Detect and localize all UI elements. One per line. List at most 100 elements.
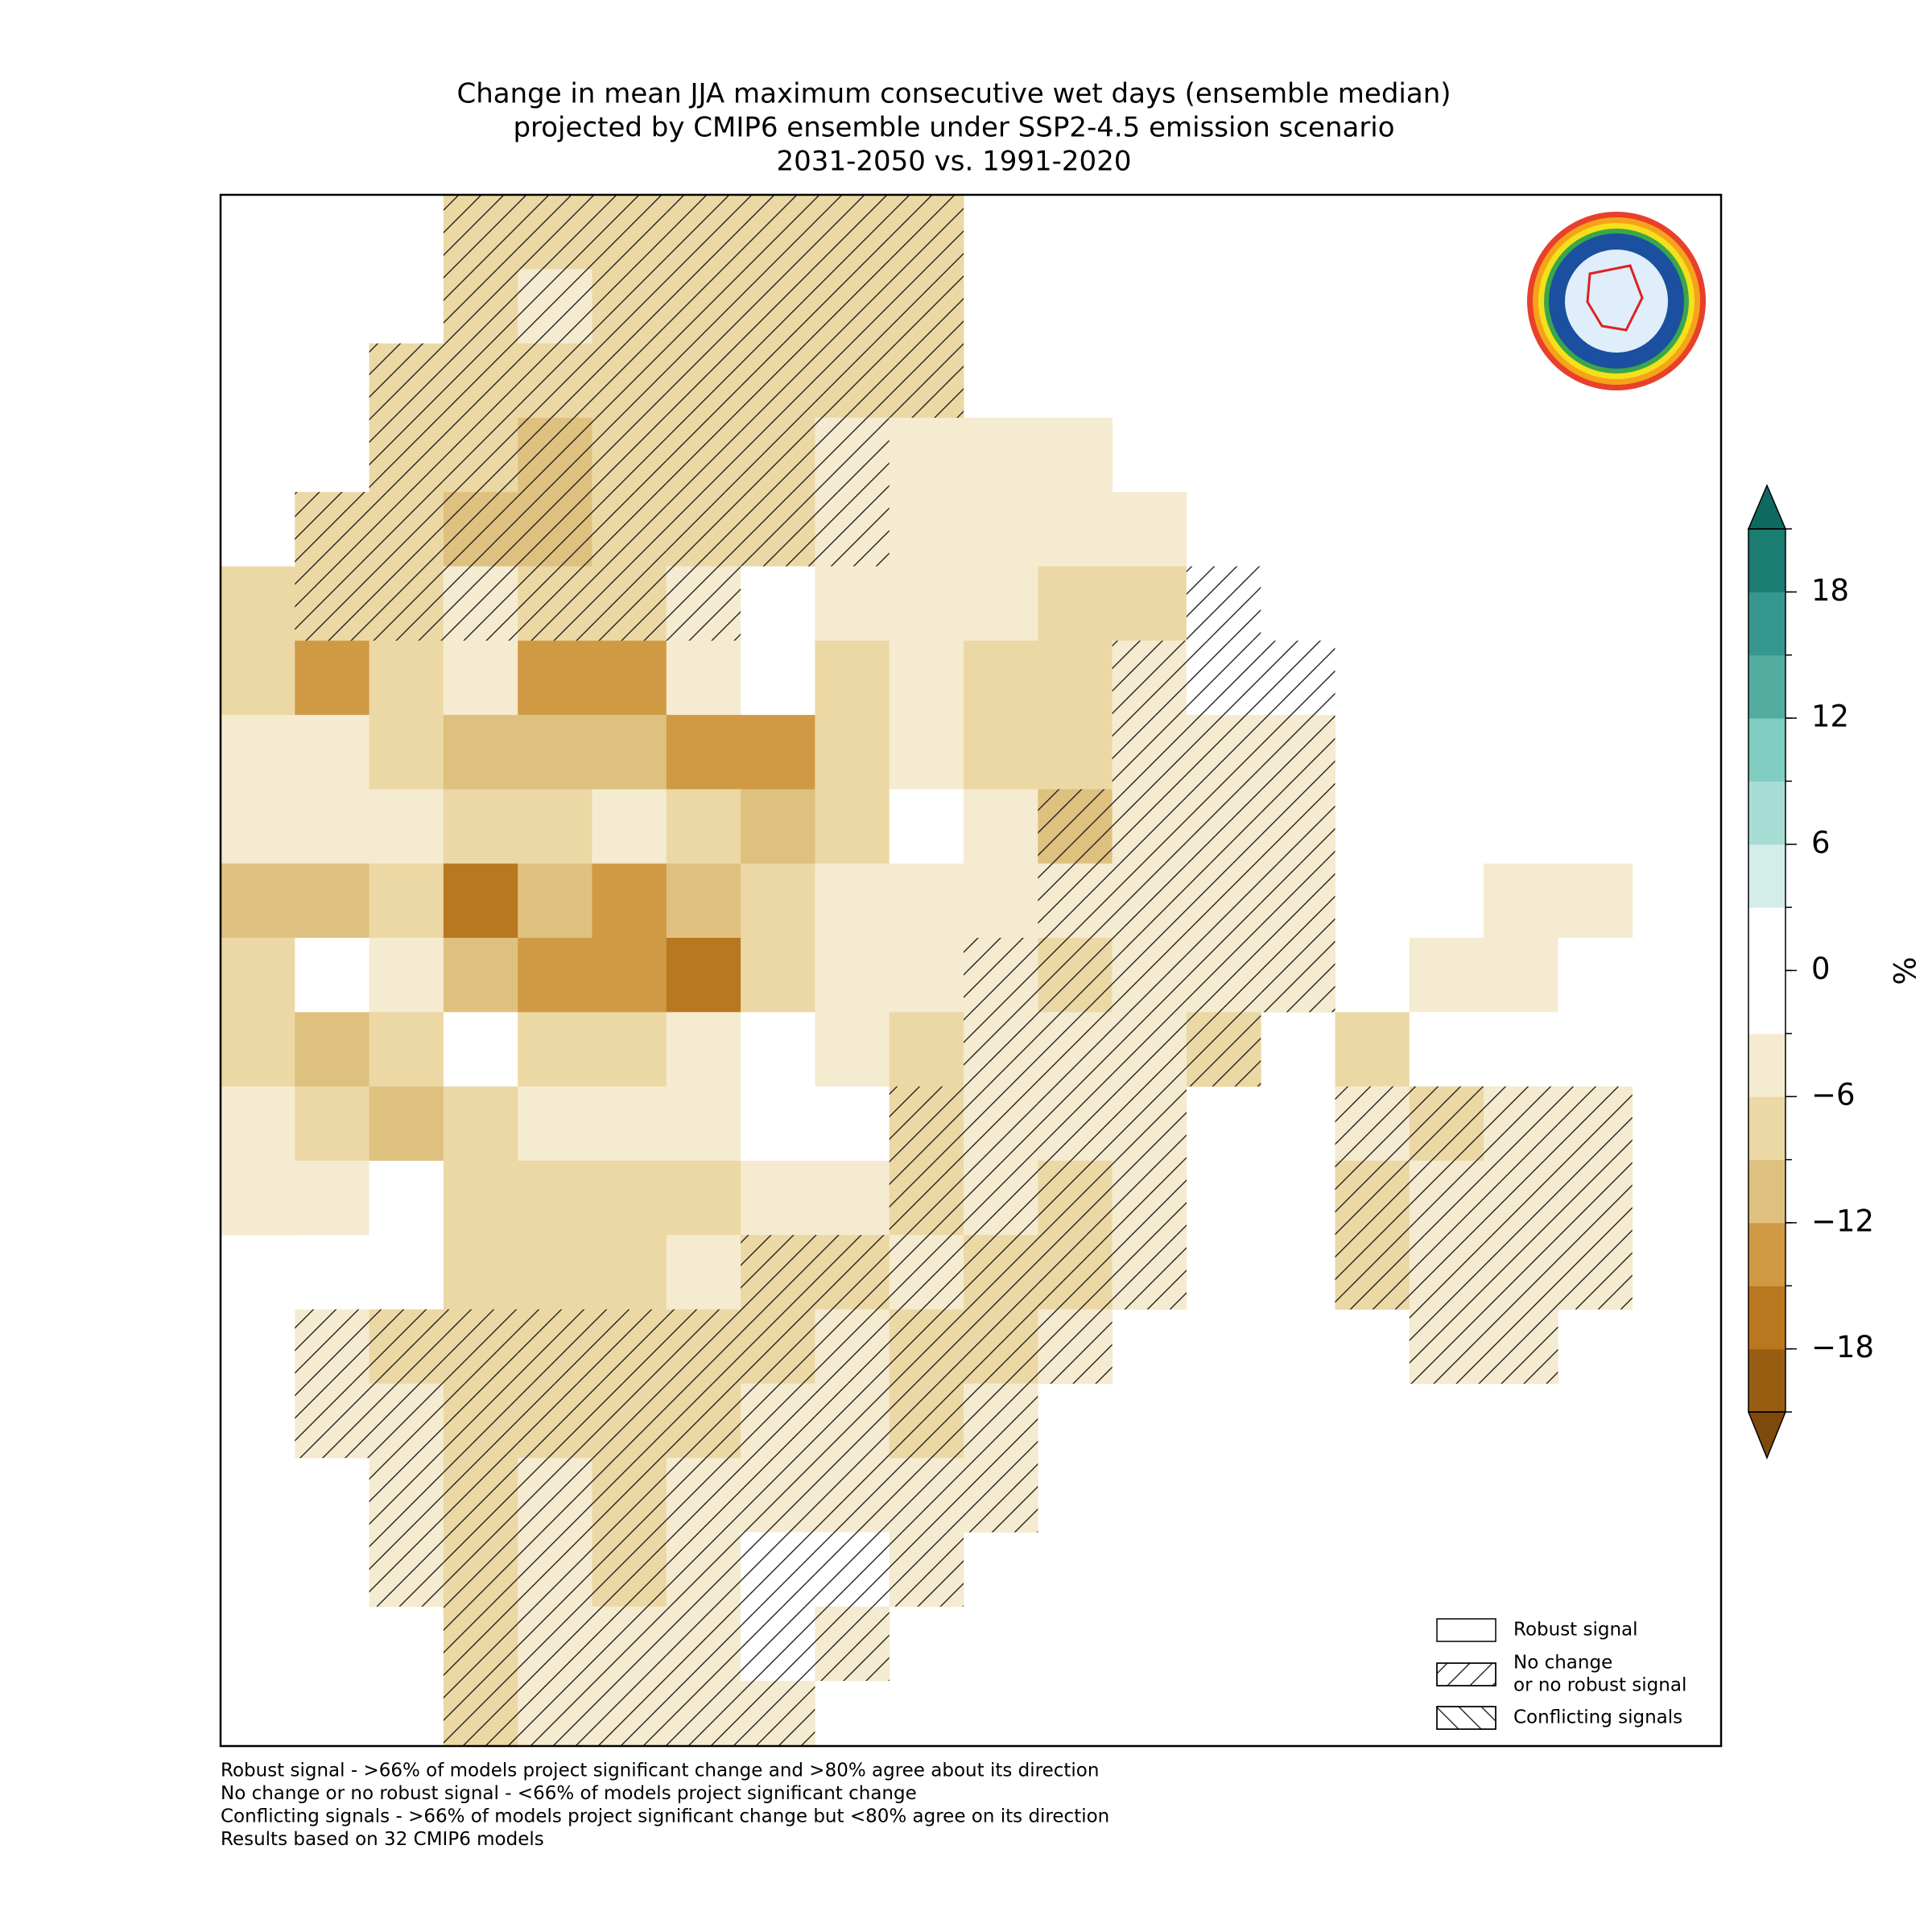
- hatch-cell: [889, 1086, 964, 1161]
- chart-title: Change in mean JJA maximum consecutive w…: [456, 78, 1451, 110]
- grid-cell: [592, 1086, 667, 1162]
- footnote: Conflicting signals - >66% of models pro…: [221, 1806, 1109, 1827]
- hatch-cell: [592, 1458, 667, 1533]
- hatch-cell: [741, 492, 815, 567]
- hatch-cell: [964, 1012, 1038, 1087]
- hatch-cell: [741, 195, 815, 270]
- hatch-cell: [666, 195, 741, 270]
- grid-cell: [964, 640, 1038, 716]
- grid-cell: [1484, 938, 1558, 1013]
- hatch-cell: [889, 1160, 964, 1236]
- grid-cell: [1038, 715, 1113, 790]
- hatch-cell: [666, 566, 741, 641]
- hatch-cell: [666, 1532, 741, 1607]
- hatch-cell: [1409, 1309, 1484, 1384]
- map-frame: [219, 193, 1723, 1748]
- grid-cell: [815, 789, 890, 865]
- colorbar-band: [1748, 781, 1785, 845]
- hatch-cell: [815, 1606, 890, 1681]
- grid-cell: [741, 715, 815, 790]
- hatch-cell: [518, 566, 592, 641]
- grid-cell: [1409, 938, 1484, 1013]
- hatch-cell: [443, 1606, 518, 1681]
- hatch-cell: [889, 1309, 964, 1384]
- hatch-cell: [815, 1309, 890, 1384]
- hatch-cell: [1112, 1160, 1187, 1236]
- grid-cell: [889, 715, 964, 790]
- hatch-cell: [592, 1606, 667, 1681]
- hatch-cell: [741, 269, 815, 344]
- hatch-cell: [443, 1383, 518, 1459]
- grid-cell: [964, 417, 1038, 493]
- grid-cell: [1409, 1012, 1484, 1088]
- grid-cell: [221, 1160, 295, 1236]
- grid-cell: [443, 1012, 518, 1088]
- hatch-cell: [1261, 715, 1335, 790]
- grid-cell: [889, 789, 964, 865]
- hatch-cell: [592, 417, 667, 493]
- grid-cell: [221, 1012, 295, 1088]
- hatch-cell: [1335, 1086, 1410, 1161]
- grid-cell: [741, 863, 815, 939]
- grid-cell: [295, 1086, 370, 1162]
- grid-cell: [889, 492, 964, 567]
- hatch-cell: [1261, 640, 1335, 716]
- colorbar-band: [1748, 1033, 1785, 1097]
- grid-cell: [1112, 566, 1187, 642]
- hatch-cell: [1409, 1235, 1484, 1310]
- grid-cell: [1484, 1012, 1558, 1088]
- hatch-cell: [518, 492, 592, 567]
- hatch-cell: [592, 1383, 667, 1459]
- hatch-cell: [964, 938, 1038, 1013]
- hatch-cell: [443, 269, 518, 344]
- grid-cell: [518, 1235, 592, 1310]
- hatch-cell: [1186, 789, 1261, 864]
- hatch-cell: [1112, 789, 1187, 864]
- grid-cell: [741, 640, 815, 716]
- grid-cell: [666, 938, 741, 1013]
- hatch-cell: [1186, 938, 1261, 1013]
- hatch-cell: [518, 1458, 592, 1533]
- hatch-cell: [666, 343, 741, 418]
- hatch-cell: [443, 1309, 518, 1384]
- grid-cell: [964, 566, 1038, 642]
- grid-cell: [443, 1160, 518, 1236]
- grid-cell: [295, 1235, 370, 1310]
- hatch-cell: [518, 1383, 592, 1459]
- legend-label: Robust signal: [1513, 1620, 1638, 1641]
- hatch-cell: [1112, 715, 1187, 790]
- grid-cell: [221, 640, 295, 716]
- hatch-cell: [1558, 1086, 1633, 1161]
- grid-cell: [295, 1012, 370, 1088]
- grid-cell: [666, 1086, 741, 1162]
- grid-cell: [1558, 1012, 1633, 1088]
- legend-hatch: [1436, 1662, 1496, 1686]
- grid-cell: [815, 1086, 890, 1162]
- grid-cell: [443, 938, 518, 1013]
- grid-cell: [1038, 492, 1113, 567]
- hatch-cell: [369, 492, 444, 567]
- grid-cell: [889, 640, 964, 716]
- grid-cell: [1335, 1012, 1410, 1088]
- colorbar-band: [1748, 1286, 1785, 1350]
- colorbar-tick-label: −6: [1811, 1078, 1856, 1113]
- hatch-cell: [741, 1458, 815, 1533]
- hatch-cell: [1186, 715, 1261, 790]
- hatch-cell: [518, 1309, 592, 1384]
- hatch-cell: [443, 492, 518, 567]
- hatch-cell: [443, 566, 518, 641]
- grid-cell: [592, 1160, 667, 1236]
- grid-cell: [443, 715, 518, 790]
- grid-cell: [964, 789, 1038, 865]
- hatch-cell: [369, 566, 444, 641]
- grid-cell: [1632, 1012, 1707, 1088]
- hatch-cell: [1112, 938, 1187, 1013]
- hatch-cell: [443, 343, 518, 418]
- grid-cell: [741, 1086, 815, 1162]
- grid-cell: [741, 566, 815, 642]
- map-hatching: [295, 195, 1633, 1746]
- hatch-cell: [964, 1458, 1038, 1533]
- grid-cell: [964, 863, 1038, 939]
- legend-hatch: [1436, 1706, 1496, 1730]
